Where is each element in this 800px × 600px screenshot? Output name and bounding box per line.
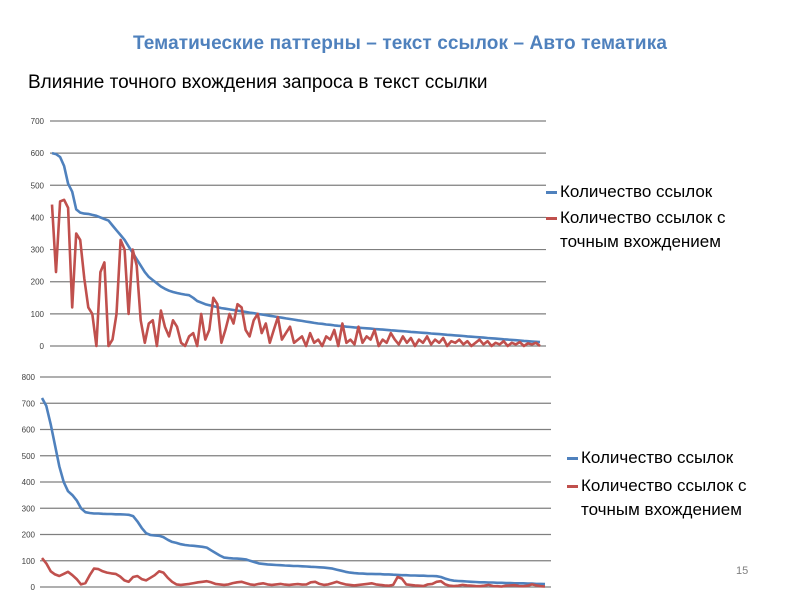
legend-item-red: Количество ссылок с точным вхождением xyxy=(567,474,789,522)
y-tick-label: 100 xyxy=(22,557,36,566)
chart-bottom-legend: Количество ссылок Количество ссылок с то… xyxy=(567,446,789,522)
legend-label: Количество ссылок с точным вхождением xyxy=(560,208,726,251)
legend-item-red: Количество ссылок с точным вхождением xyxy=(546,206,786,254)
legend-swatch-blue xyxy=(567,457,578,460)
legend-label: Количество ссылок с точным вхождением xyxy=(581,476,747,519)
slide-title: Тематические паттерны – текст ссылок – А… xyxy=(133,33,667,54)
y-tick-label: 100 xyxy=(31,310,45,319)
legend-label: Количество ссылок xyxy=(560,182,713,201)
y-tick-label: 500 xyxy=(22,452,36,461)
y-tick-label: 300 xyxy=(22,504,36,513)
chart-top-legend: Количество ссылок Количество ссылок с то… xyxy=(546,180,786,254)
y-tick-label: 600 xyxy=(31,149,45,158)
y-tick-label: 300 xyxy=(31,246,45,255)
y-tick-label: 800 xyxy=(22,373,36,382)
y-tick-label: 700 xyxy=(31,117,45,126)
y-tick-label: 0 xyxy=(31,583,36,592)
y-tick-label: 200 xyxy=(31,278,45,287)
legend-swatch-red xyxy=(546,217,557,220)
legend-swatch-blue xyxy=(546,191,557,194)
series-line-exact-match xyxy=(50,198,541,348)
y-tick-label: 0 xyxy=(40,342,45,351)
legend-item-blue: Количество ссылок xyxy=(567,446,789,470)
series-line-total-links xyxy=(40,397,546,586)
page-number: 15 xyxy=(736,565,749,577)
slide-subtitle: Влияние точного вхождения запроса в текс… xyxy=(28,72,488,93)
y-tick-label: 500 xyxy=(31,181,45,190)
legend-label: Количество ссылок xyxy=(581,448,734,467)
legend-item-blue: Количество ссылок xyxy=(546,180,786,204)
series-line-exact-match xyxy=(40,557,546,588)
legend-swatch-red xyxy=(567,485,578,488)
y-tick-label: 700 xyxy=(22,399,36,408)
y-tick-label: 600 xyxy=(22,426,36,435)
y-tick-label: 400 xyxy=(31,213,45,222)
y-tick-label: 200 xyxy=(22,531,36,540)
y-tick-label: 400 xyxy=(22,478,36,487)
